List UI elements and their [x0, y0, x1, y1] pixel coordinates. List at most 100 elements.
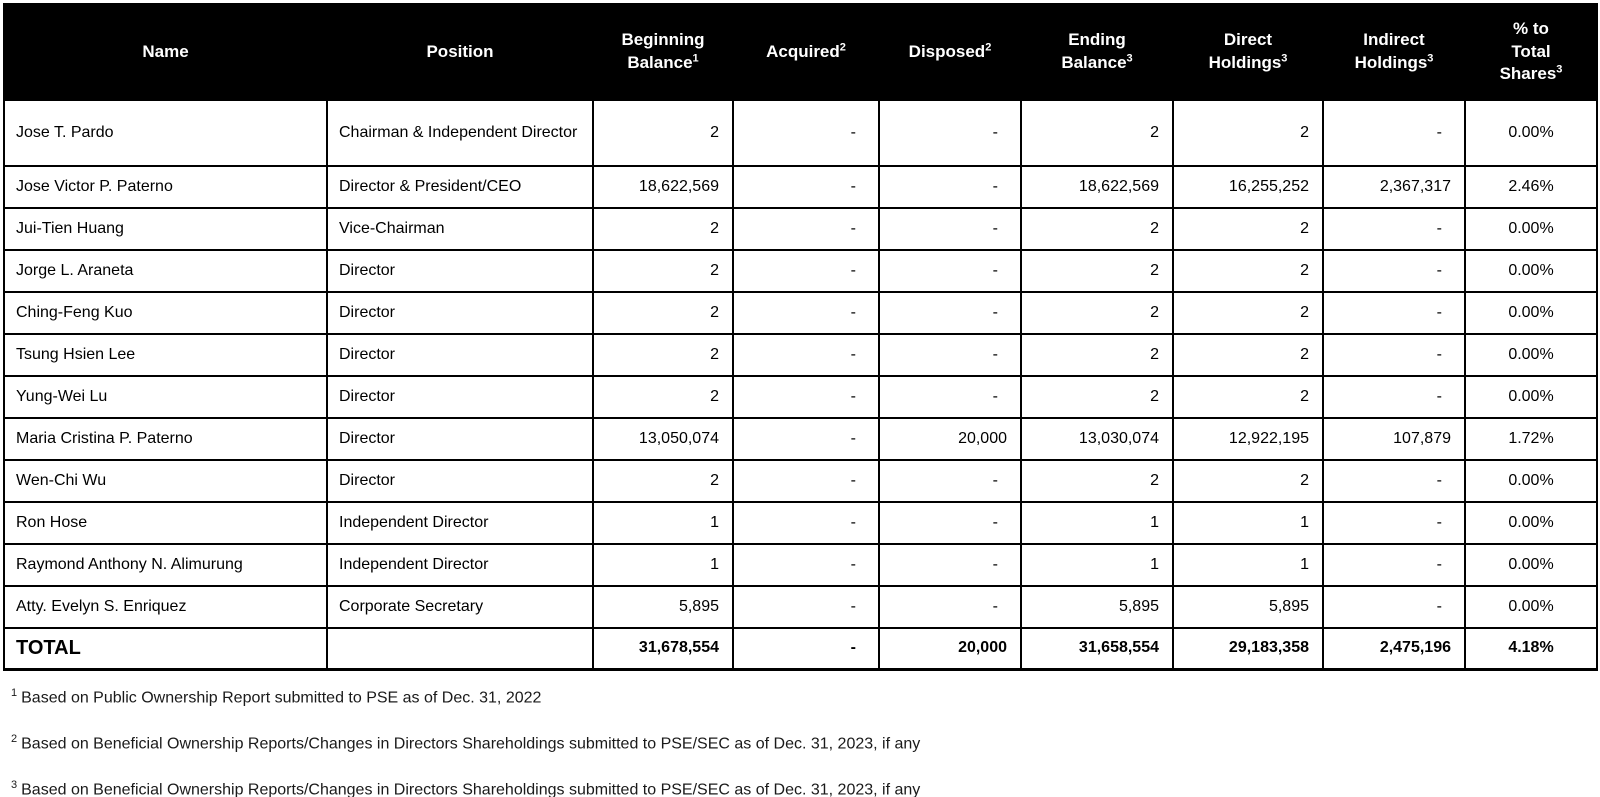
header-label: Disposed — [908, 41, 986, 61]
cell-disposed: - — [878, 291, 1022, 335]
cell-pct-total-shares: 0.00% — [1464, 249, 1598, 293]
cell-ending-balance: 2 — [1020, 459, 1174, 503]
header-superscript: 1 — [692, 52, 699, 65]
cell-beginning-balance: 13,050,074 — [592, 417, 734, 461]
footnote-1: 1 Based on Public Ownership Report submit… — [11, 687, 1600, 707]
column-header-name: Name — [3, 3, 328, 101]
table-row: Maria Cristina P. Paterno Director 13,05… — [3, 417, 1598, 461]
header-row: Name Position Beginning Balance1 Acquire… — [3, 3, 1598, 101]
header-superscript: 3 — [1126, 52, 1133, 65]
cell-beginning-balance: 2 — [592, 99, 734, 167]
footnotes: 1 Based on Public Ownership Report submit… — [11, 687, 1600, 797]
cell-disposed: 20,000 — [878, 417, 1022, 461]
header-label: Position — [426, 41, 494, 61]
cell-indirect-holdings: - — [1322, 99, 1466, 167]
table-row: Jorge L. Araneta Director 2 - - 2 2 - 0.… — [3, 249, 1598, 293]
cell-beginning-balance: 18,622,569 — [592, 165, 734, 209]
cell-indirect-holdings: - — [1322, 459, 1466, 503]
column-header-pct-total-shares: % to Total Shares3 — [1464, 3, 1598, 101]
footnote-superscript: 1 — [11, 686, 18, 699]
cell-pct-total-shares: 0.00% — [1464, 291, 1598, 335]
header-superscript: 3 — [1427, 52, 1434, 65]
footnote-superscript: 3 — [11, 779, 18, 792]
cell-indirect-holdings: - — [1322, 291, 1466, 335]
cell-direct-holdings: 2 — [1172, 207, 1324, 251]
total-disposed: 20,000 — [878, 627, 1022, 671]
cell-position: Vice-Chairman — [326, 207, 594, 251]
cell-beginning-balance: 2 — [592, 375, 734, 419]
cell-disposed: - — [878, 543, 1022, 587]
cell-disposed: - — [878, 207, 1022, 251]
cell-position: Chairman & Independent Director — [326, 99, 594, 167]
cell-disposed: - — [878, 165, 1022, 209]
cell-name: Raymond Anthony N. Alimurung — [3, 543, 328, 587]
cell-acquired: - — [732, 291, 880, 335]
footnote-text: Based on Beneficial Ownership Reports/Ch… — [21, 735, 921, 753]
cell-pct-total-shares: 0.00% — [1464, 501, 1598, 545]
cell-direct-holdings: 2 — [1172, 333, 1324, 377]
cell-position: Director — [326, 375, 594, 419]
cell-pct-total-shares: 0.00% — [1464, 375, 1598, 419]
table-row: Jose Victor P. Paterno Director & Presid… — [3, 165, 1598, 209]
cell-ending-balance: 1 — [1020, 501, 1174, 545]
cell-position: Director — [326, 291, 594, 335]
footnote-text: Based on Public Ownership Report submitt… — [21, 688, 542, 706]
cell-pct-total-shares: 0.00% — [1464, 585, 1598, 629]
total-label: TOTAL — [3, 627, 328, 671]
cell-direct-holdings: 1 — [1172, 543, 1324, 587]
cell-beginning-balance: 5,895 — [592, 585, 734, 629]
total-pct-total-shares: 4.18% — [1464, 627, 1598, 671]
table-row: Jui-Tien Huang Vice-Chairman 2 - - 2 2 -… — [3, 207, 1598, 251]
cell-position: Director — [326, 249, 594, 293]
cell-indirect-holdings: - — [1322, 375, 1466, 419]
cell-pct-total-shares: 2.46% — [1464, 165, 1598, 209]
cell-beginning-balance: 2 — [592, 291, 734, 335]
cell-indirect-holdings: - — [1322, 207, 1466, 251]
total-direct-holdings: 29,183,358 — [1172, 627, 1324, 671]
cell-disposed: - — [878, 375, 1022, 419]
cell-disposed: - — [878, 585, 1022, 629]
header-superscript: 3 — [1281, 52, 1288, 65]
cell-indirect-holdings: 2,367,317 — [1322, 165, 1466, 209]
cell-acquired: - — [732, 375, 880, 419]
cell-position: Director — [326, 333, 594, 377]
cell-ending-balance: 5,895 — [1020, 585, 1174, 629]
total-row: TOTAL 31,678,554 - 20,000 31,658,554 29,… — [3, 627, 1598, 671]
total-indirect-holdings: 2,475,196 — [1322, 627, 1466, 671]
table-row: Jose T. Pardo Chairman & Independent Dir… — [3, 99, 1598, 167]
header-label: Name — [142, 41, 189, 61]
table-header: Name Position Beginning Balance1 Acquire… — [3, 3, 1598, 101]
header-superscript: 2 — [985, 40, 992, 53]
cell-direct-holdings: 2 — [1172, 459, 1324, 503]
table-row: Tsung Hsien Lee Director 2 - - 2 2 - 0.0… — [3, 333, 1598, 377]
cell-position: Independent Director — [326, 543, 594, 587]
cell-pct-total-shares: 0.00% — [1464, 543, 1598, 587]
cell-direct-holdings: 2 — [1172, 291, 1324, 335]
cell-disposed: - — [878, 501, 1022, 545]
header-label: Direct Holdings — [1208, 30, 1282, 72]
column-header-beginning-balance: Beginning Balance1 — [592, 3, 734, 101]
total-acquired: - — [732, 627, 880, 671]
cell-disposed: - — [878, 459, 1022, 503]
table-row: Atty. Evelyn S. Enriquez Corporate Secre… — [3, 585, 1598, 629]
cell-direct-holdings: 12,922,195 — [1172, 417, 1324, 461]
column-header-indirect-holdings: Indirect Holdings3 — [1322, 3, 1466, 101]
cell-direct-holdings: 1 — [1172, 501, 1324, 545]
cell-acquired: - — [732, 459, 880, 503]
cell-ending-balance: 2 — [1020, 291, 1174, 335]
cell-pct-total-shares: 0.00% — [1464, 207, 1598, 251]
cell-pct-total-shares: 0.00% — [1464, 99, 1598, 167]
cell-acquired: - — [732, 165, 880, 209]
cell-ending-balance: 18,622,569 — [1020, 165, 1174, 209]
cell-disposed: - — [878, 333, 1022, 377]
table-body: Jose T. Pardo Chairman & Independent Dir… — [3, 99, 1598, 629]
cell-indirect-holdings: - — [1322, 585, 1466, 629]
cell-name: Jose T. Pardo — [3, 99, 328, 167]
cell-acquired: - — [732, 585, 880, 629]
cell-position: Corporate Secretary — [326, 585, 594, 629]
cell-position: Independent Director — [326, 501, 594, 545]
column-header-position: Position — [326, 3, 594, 101]
cell-pct-total-shares: 1.72% — [1464, 417, 1598, 461]
column-header-disposed: Disposed2 — [878, 3, 1022, 101]
footnote-2: 2 Based on Beneficial Ownership Reports/C… — [11, 733, 1600, 753]
